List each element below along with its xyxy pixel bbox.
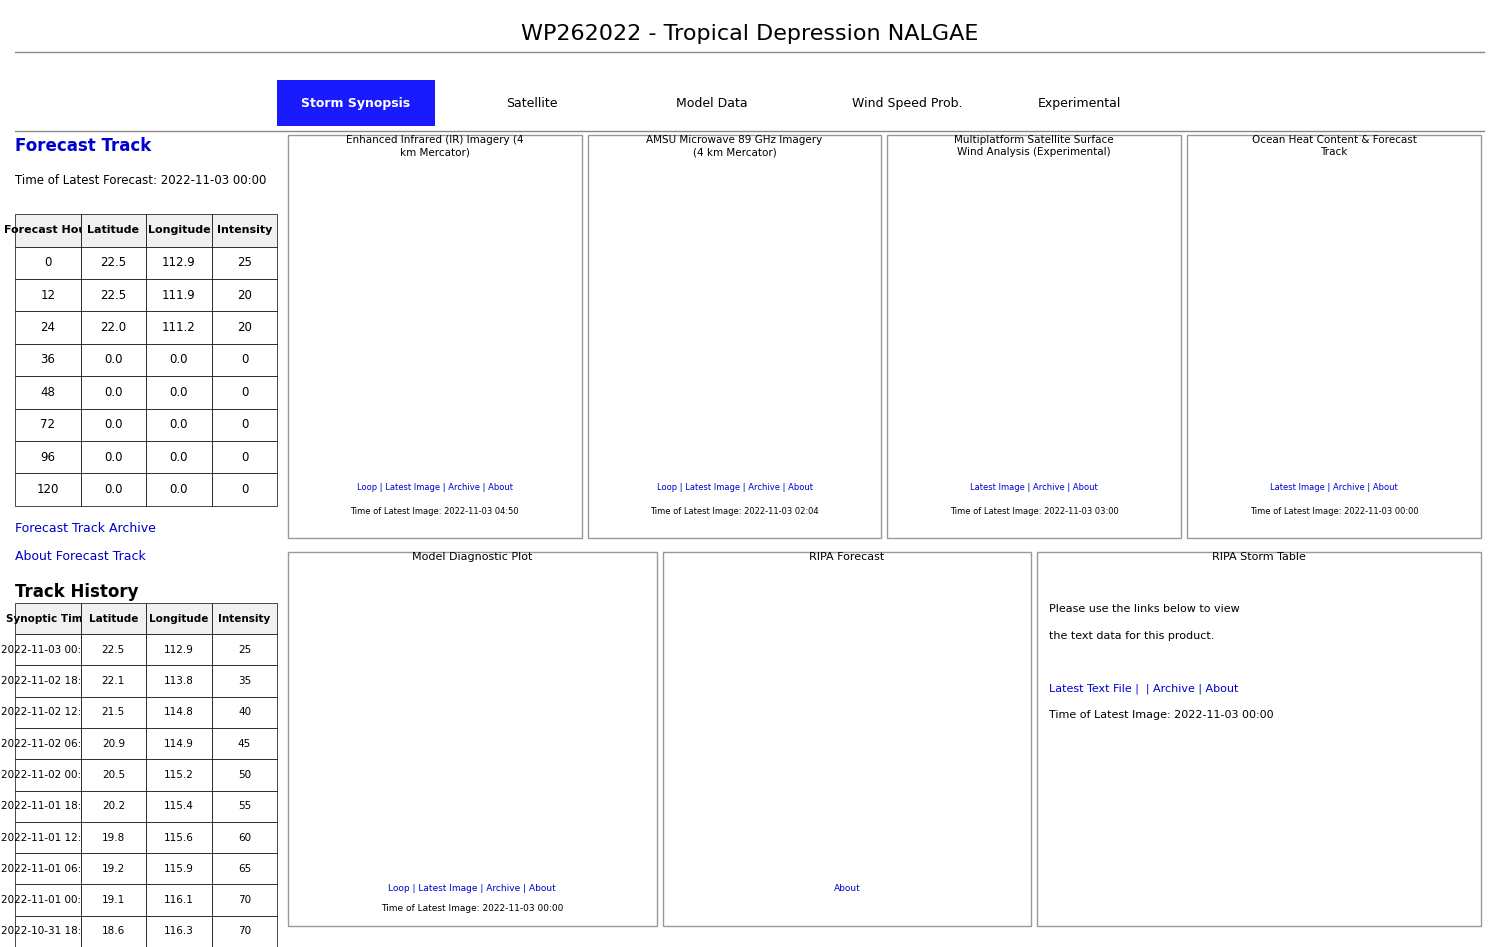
Text: Wind Speed Prob.: Wind Speed Prob. <box>851 97 962 110</box>
Text: Please use the links below to view: Please use the links below to view <box>1049 604 1240 615</box>
Text: Latest Image | Archive | About: Latest Image | Archive | About <box>1270 483 1399 492</box>
Text: Model Data: Model Data <box>676 97 748 110</box>
Text: About: About <box>833 884 860 893</box>
Text: Time of Latest Image: 2022-11-03 03:00: Time of Latest Image: 2022-11-03 03:00 <box>950 507 1118 516</box>
Text: Time of Latest Image: 2022-11-03 04:50: Time of Latest Image: 2022-11-03 04:50 <box>351 507 519 516</box>
Text: Time of Latest Image: 2022-11-03 00:00: Time of Latest Image: 2022-11-03 00:00 <box>1049 710 1274 721</box>
Text: About Forecast Track: About Forecast Track <box>15 550 145 563</box>
Text: WP262022 - Tropical Depression NALGAE: WP262022 - Tropical Depression NALGAE <box>520 24 979 44</box>
Text: Time of Latest Image: 2022-11-03 00:00: Time of Latest Image: 2022-11-03 00:00 <box>381 904 564 914</box>
Text: Ocean Heat Content & Forecast
Track: Ocean Heat Content & Forecast Track <box>1252 135 1417 157</box>
Text: Time of Latest Image: 2022-11-03 02:04: Time of Latest Image: 2022-11-03 02:04 <box>651 507 818 516</box>
Text: Loop | Latest Image | Archive | About: Loop | Latest Image | Archive | About <box>657 483 812 492</box>
Text: Track History: Track History <box>15 582 138 600</box>
Text: AMSU Microwave 89 GHz Imagery
(4 km Mercator): AMSU Microwave 89 GHz Imagery (4 km Merc… <box>646 135 823 157</box>
Text: the text data for this product.: the text data for this product. <box>1049 631 1214 641</box>
Text: Enhanced Infrared (IR) Imagery (4
km Mercator): Enhanced Infrared (IR) Imagery (4 km Mer… <box>346 135 523 157</box>
Text: Forecast Track Archive: Forecast Track Archive <box>15 522 156 535</box>
Text: Storm Synopsis: Storm Synopsis <box>301 97 411 110</box>
Text: OHC – WP26 2022 NOV03 00Z: OHC – WP26 2022 NOV03 00Z <box>1277 201 1391 210</box>
Text: Satellite: Satellite <box>507 97 558 110</box>
Text: WP2622    NALGAE  2022  3 Nov 03UTC: WP2622 NALGAE 2022 3 Nov 03UTC <box>959 201 1109 210</box>
Text: Latest Text File |  | Archive | About: Latest Text File | | Archive | About <box>1049 684 1238 694</box>
Text: Latest Image | Archive | About: Latest Image | Archive | About <box>970 483 1099 492</box>
Text: Model Diagnostic Plot: Model Diagnostic Plot <box>412 552 532 563</box>
Text: Time of Latest Image: 2022-11-03 00:00: Time of Latest Image: 2022-11-03 00:00 <box>1250 507 1418 516</box>
Text: RIPA Storm Table: RIPA Storm Table <box>1213 552 1306 563</box>
Text: Loop | Latest Image | Archive | About: Loop | Latest Image | Archive | About <box>357 483 513 492</box>
Text: Loop | Latest Image | Archive | About: Loop | Latest Image | Archive | About <box>388 884 556 893</box>
Text: Forecast Track: Forecast Track <box>15 137 151 155</box>
Text: Multiplatform Satellite Surface
Wind Analysis (Experimental): Multiplatform Satellite Surface Wind Ana… <box>955 135 1114 157</box>
Text: Experimental: Experimental <box>1037 97 1121 110</box>
Text: RIPA Forecast: RIPA Forecast <box>809 552 884 563</box>
Text: Time of Latest Forecast: 2022-11-03 00:00: Time of Latest Forecast: 2022-11-03 00:0… <box>15 173 267 187</box>
